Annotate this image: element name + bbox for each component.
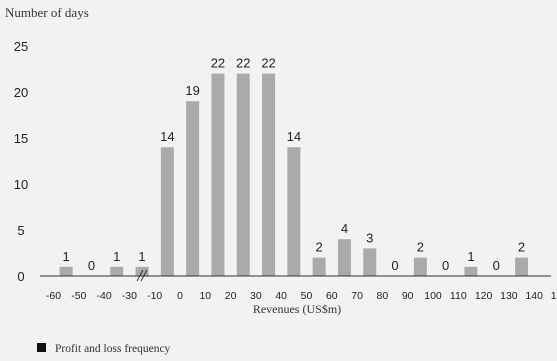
x-tick-label: 130 [500,290,518,302]
data-label: 1 [113,249,120,264]
data-label: 0 [391,258,398,273]
bar [515,257,529,276]
x-tick-label: 30 [250,290,262,302]
x-tick-label: -30 [122,290,137,302]
x-tick-label: 40 [275,290,287,302]
bar [287,147,301,276]
data-label: 3 [366,230,373,245]
axis-break-mark [136,269,148,282]
y-axis: 0 5 10 15 20 25 [14,39,28,284]
y-tick-label: 20 [14,85,28,100]
bar [160,147,174,276]
x-tick-label: -10 [147,290,162,302]
data-label: 14 [160,129,174,144]
x-tick-label: 70 [351,290,363,302]
x-axis: -60 -50 -40 -30 -10 0 10 20 30 40 50 60 70 80 90 100 110… [46,290,557,302]
bar [337,239,351,276]
data-label: 0 [442,258,449,273]
data-label: 0 [88,258,95,273]
x-axis-title: Revenues (US$m) [253,302,341,316]
bar [312,257,326,276]
data-label: 19 [185,83,199,98]
bar [59,266,73,276]
x-tick-label: -60 [46,290,61,302]
y-tick-label: 0 [17,269,24,284]
x-tick-label: 0 [177,290,183,302]
data-label: 22 [211,56,225,71]
x-tick-label: 50 [301,290,313,302]
data-label: 1 [138,249,145,264]
x-tick-label: 20 [225,290,237,302]
data-label: 4 [341,221,348,236]
data-label: 2 [417,240,424,255]
x-tick-label: -50 [71,290,86,302]
x-tick-label: 100 [424,290,442,302]
y-tick-label: 5 [17,223,24,238]
x-tick-label: 150 [551,290,557,302]
x-tick-label: 80 [377,290,389,302]
x-tick-label: 60 [326,290,338,302]
x-tick-label: 110 [450,290,467,302]
y-axis-title: Number of days [5,5,89,20]
data-label: 2 [518,240,525,255]
x-tick-label: 90 [402,290,414,302]
legend: Profit and loss frequency [37,343,171,355]
x-tick-label: -40 [97,290,112,302]
data-label: 2 [316,240,323,255]
data-label: 22 [236,56,250,71]
y-tick-label: 25 [14,39,28,54]
legend-swatch [37,343,46,352]
data-labels: 1 0 1 1 14 19 22 22 22 14 2 4 3 0 2 0 1 0 2 [63,56,526,273]
bar [363,248,377,276]
data-label: 22 [261,56,275,71]
bars [59,73,529,276]
x-tick-label: 10 [199,290,211,302]
bar [110,266,124,276]
x-tick-label: 140 [525,290,543,302]
data-label: 1 [467,249,474,264]
bar [211,73,225,276]
bar [262,73,276,276]
x-tick-label: 120 [475,290,493,302]
y-tick-label: 15 [14,131,28,146]
data-label: 1 [63,249,70,264]
legend-label: Profit and loss frequency [55,343,171,355]
data-label: 14 [287,129,301,144]
data-label: 0 [493,258,500,273]
y-tick-label: 10 [14,177,28,192]
bar [236,73,250,276]
bar [186,101,200,276]
bar [413,257,427,276]
bar [464,266,478,276]
